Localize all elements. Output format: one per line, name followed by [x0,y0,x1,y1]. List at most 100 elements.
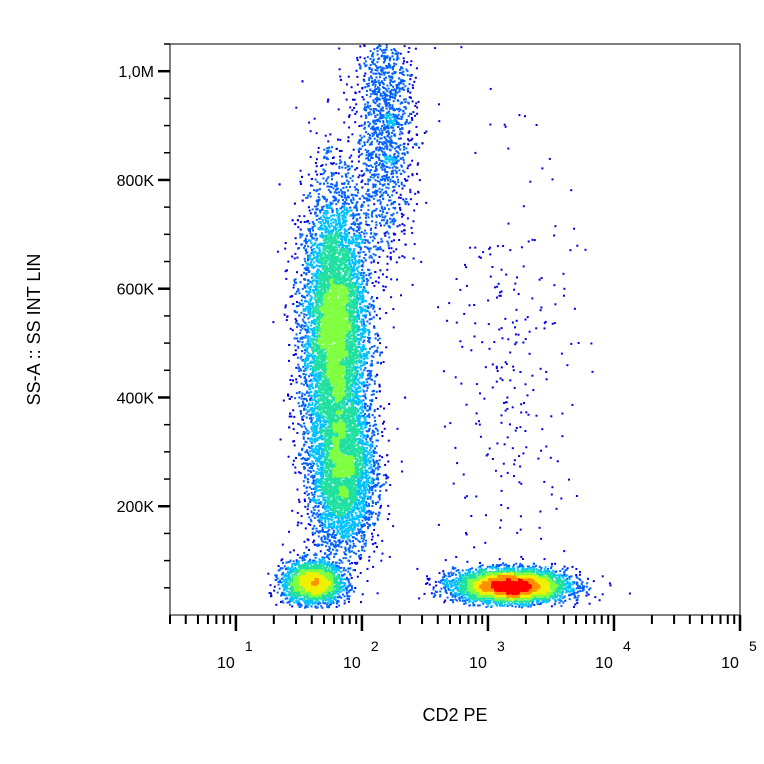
event-point [366,278,368,280]
event-point [388,156,390,158]
event-point [355,553,357,555]
event-point [349,186,351,188]
event-point [361,509,363,511]
event-point [306,400,308,402]
event-point [331,225,333,227]
event-point [316,471,318,473]
event-point [313,262,315,264]
event-point [366,83,368,85]
event-point [432,588,434,590]
event-point [389,484,391,486]
event-point [496,381,498,383]
event-point [522,452,524,454]
event-point [335,172,337,174]
event-point [369,123,371,125]
event-point [382,110,384,112]
event-point [414,193,416,195]
event-point [398,239,400,241]
event-point [297,323,299,325]
event-point [328,520,330,522]
event-point [367,580,369,582]
event-point [353,545,355,547]
event-point [305,527,307,529]
event-point [408,140,410,142]
event-point [528,414,530,416]
event-point [367,357,369,359]
event-point [374,238,376,240]
event-point [367,523,369,525]
event-point [402,188,404,190]
event-point [368,165,370,167]
event-point [342,187,344,189]
event-point [357,214,359,216]
event-point [370,440,372,442]
event-point [411,160,413,162]
event-point [383,219,385,221]
event-point [520,515,522,517]
event-point [407,90,409,92]
event-point [344,197,346,199]
event-point [575,568,577,570]
event-point [321,207,323,209]
event-point [399,95,401,97]
event-point [307,470,309,472]
event-point [364,123,366,125]
event-point [346,211,348,213]
event-point [338,199,340,201]
event-point [371,539,373,541]
event-point [574,308,576,310]
event-point [307,197,309,199]
event-point [541,167,543,169]
event-point [362,395,364,397]
event-point [376,445,378,447]
event-point [407,167,409,169]
event-point [396,261,398,263]
event-point [387,461,389,463]
event-point [353,532,355,534]
event-point [438,120,440,122]
event-point [344,164,346,166]
event-point [367,337,369,339]
event-point [363,323,365,325]
event-point [395,142,397,144]
event-point [396,86,398,88]
event-point [355,563,357,565]
event-point [302,404,304,406]
event-point [311,467,313,469]
event-point [385,49,387,51]
event-point [356,280,358,282]
event-point [572,583,574,585]
event-point [354,522,356,524]
event-point [327,602,329,604]
event-point [311,380,313,382]
event-point [403,60,405,62]
event-point [284,574,286,576]
event-point [392,180,394,182]
event-point [294,310,296,312]
event-point [376,139,378,141]
event-point [369,348,371,350]
event-point [355,244,357,246]
event-point [315,505,317,507]
event-point [388,124,390,126]
event-point [368,251,370,253]
event-point [370,113,372,115]
event-point [402,63,404,65]
event-point [364,230,366,232]
event-point [291,563,293,565]
event-point [496,297,498,299]
event-point [564,570,566,572]
event-point [576,245,578,247]
event-point [379,222,381,224]
event-point [334,546,336,548]
event-point [474,322,476,324]
event-point [381,68,383,70]
event-point [381,219,383,221]
event-point [551,565,553,567]
event-point [360,321,362,323]
event-point [368,77,370,79]
event-point [368,193,370,195]
event-point [380,560,382,562]
event-point [309,388,311,390]
event-point [327,186,329,188]
